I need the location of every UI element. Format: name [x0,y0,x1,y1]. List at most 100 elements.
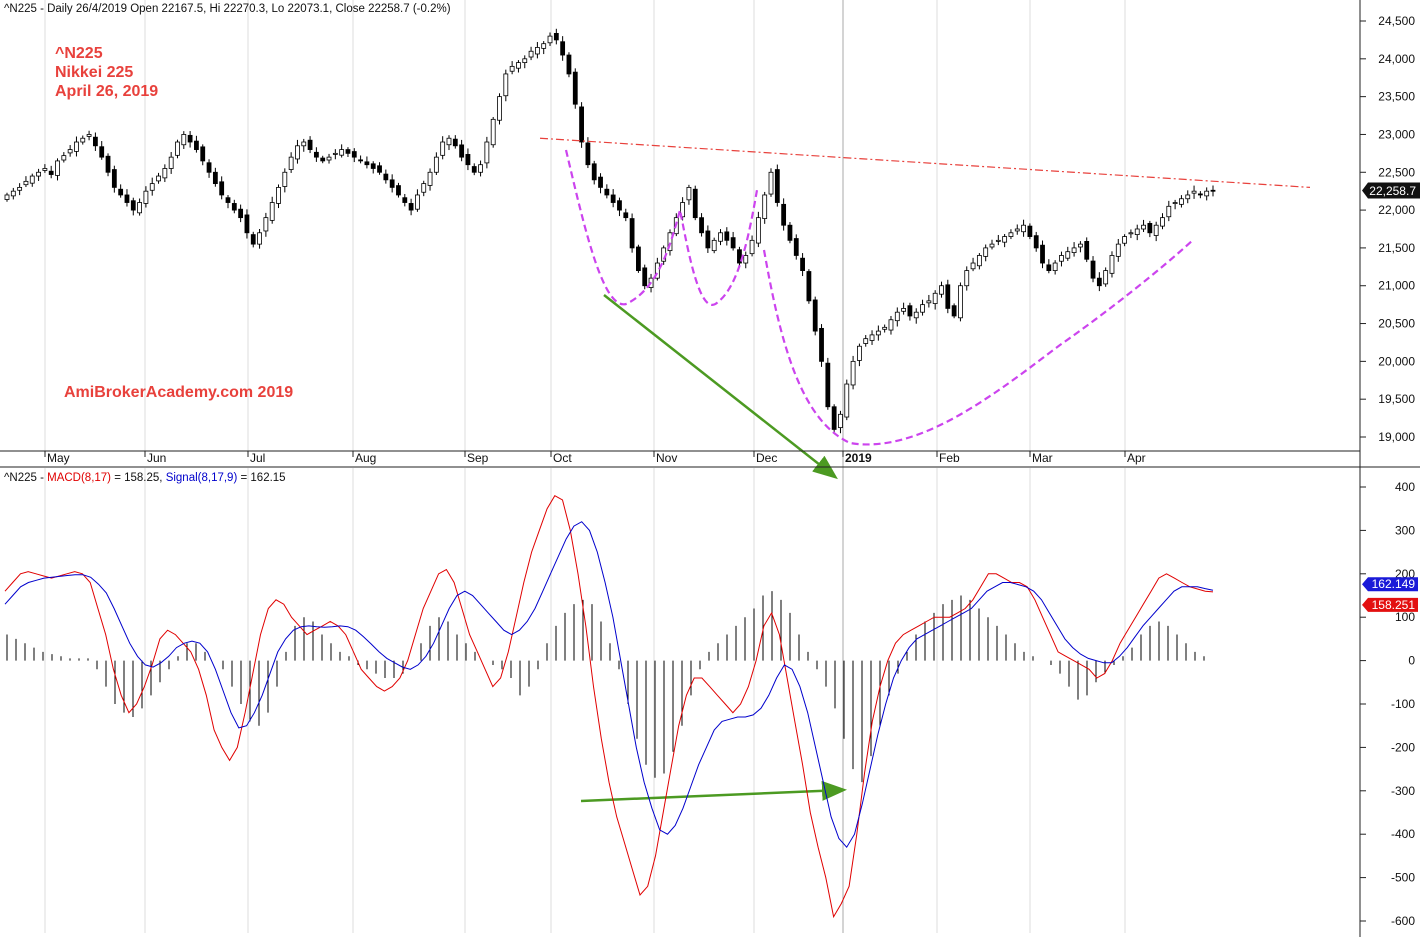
candle-body-66 [421,183,427,193]
macd-tick-label-7: -300 [1391,784,1415,798]
month-label-0: May [47,451,70,465]
candle-body-189 [1197,193,1203,196]
candle-body-68 [433,156,439,173]
candle-body-86 [547,35,553,44]
candle-body-119 [755,217,761,244]
candle-body-164 [1040,244,1045,264]
candle-body-10 [67,149,73,154]
signal-line [4,521,1214,849]
candle-body-177 [1122,236,1128,244]
price-y-axis: 19,000 19,500 20,000 20,500 21,000 21,500 22,0… [1360,14,1415,444]
candle-body-188 [1191,190,1197,194]
candle-body-165 [1046,264,1052,271]
macd-panel[interactable] [0,468,1360,933]
macd-tick-label-0: 400 [1395,480,1415,494]
candle-body-169 [1071,247,1077,253]
candle-body-103 [654,262,660,279]
signal-value-tag [1362,577,1418,592]
macd-divergence-arrow [580,780,847,803]
month-axis: May Jun Jul Aug Sep Oct Nov Dec 2019 Feb Mar Apr [44,451,1146,465]
candle-body-154 [976,255,982,267]
candle-body-140 [888,319,894,331]
candle-body-85 [541,43,547,49]
candle-body-100 [636,246,641,271]
candle-body-2 [17,186,23,191]
candle-body-38 [244,214,250,234]
candle-body-176 [1115,243,1121,257]
candle-body-73 [465,154,471,166]
candle-body-110 [699,217,704,234]
gridlines [44,0,1126,933]
price-tick-label-7: 22,500 [1378,165,1415,179]
candle-body-24 [156,175,161,182]
candle-body-96 [610,194,616,203]
price-tick-label-8: 23,000 [1378,127,1415,141]
macd-tick-label-5: -100 [1391,697,1415,711]
candle-body-21 [137,202,142,214]
candle-body-46 [295,145,300,160]
macd-tick-label-3: 100 [1395,610,1415,624]
candle-body-54 [345,149,351,154]
candle-body-155 [983,247,989,257]
candle-body-168 [1065,251,1071,259]
candle-body-163 [1033,235,1039,249]
candle-body-90 [572,71,578,105]
candle-body-97 [617,200,622,211]
candle-body-43 [276,186,281,204]
candle-body-5 [36,171,41,177]
candle-body-167 [1059,255,1064,262]
candle-body-0 [4,194,10,200]
candle-body-18 [118,188,124,196]
signal-name: Signal(8,17,9) [166,472,238,484]
date-label: April 26, 2019 [55,83,158,100]
candle-body-80 [509,65,515,72]
candle-body-67 [427,171,433,186]
price-tick-label-1: 19,500 [1378,392,1415,406]
candle-body-99 [629,218,635,249]
candle-body-146 [926,300,932,304]
candle-body-4 [29,175,35,184]
candle-body-16 [105,155,111,173]
candle-body-8 [55,160,60,176]
candle-body-178 [1128,232,1134,235]
price-panel[interactable] [0,0,1360,451]
candle-body-184 [1166,205,1172,218]
price-tick-label-2: 20,000 [1378,354,1415,368]
candle-body-84 [534,47,540,55]
candle-body-15 [99,146,105,158]
month-label-1: Jun [147,451,166,465]
candle-body-156 [989,243,995,248]
watermark-label: AmiBrokerAcademy.com 2019 [64,384,293,401]
candle-body-166 [1052,262,1058,272]
candle-body-70 [446,137,452,146]
candle-body-50 [320,157,326,162]
candle-body-108 [686,186,692,201]
candle-body-173 [1096,277,1102,287]
candle-body-61 [389,179,395,188]
price-tick-label-11: 24,500 [1378,14,1415,28]
candle-body-128 [812,299,818,332]
candle-body-23 [149,183,155,191]
candle-body-130 [825,362,831,408]
candle-body-149 [945,284,951,309]
candle-body-91 [579,106,584,143]
candle-body-175 [1109,255,1115,274]
price-divergence-arrow [603,294,838,480]
candle-body-126 [800,257,805,272]
macd-tick-label-4: 0 [1408,654,1415,668]
candle-body-6 [42,168,48,171]
candle-body-162 [1027,225,1033,237]
candle-body-135 [857,345,862,361]
candle-body-107 [680,202,686,218]
candle-body-28 [181,134,187,146]
candle-body-187 [1185,194,1191,200]
candle-body-157 [995,239,1001,242]
macd-prefix: ^N225 - [4,472,47,484]
macd-tick-label-1: 300 [1395,523,1415,537]
candle-body-60 [383,173,389,181]
candle-body-55 [351,151,357,158]
candle-body-53 [339,149,345,156]
candle-body-32 [206,162,212,173]
candle-body-59 [377,165,382,173]
candle-body-34 [219,181,225,196]
